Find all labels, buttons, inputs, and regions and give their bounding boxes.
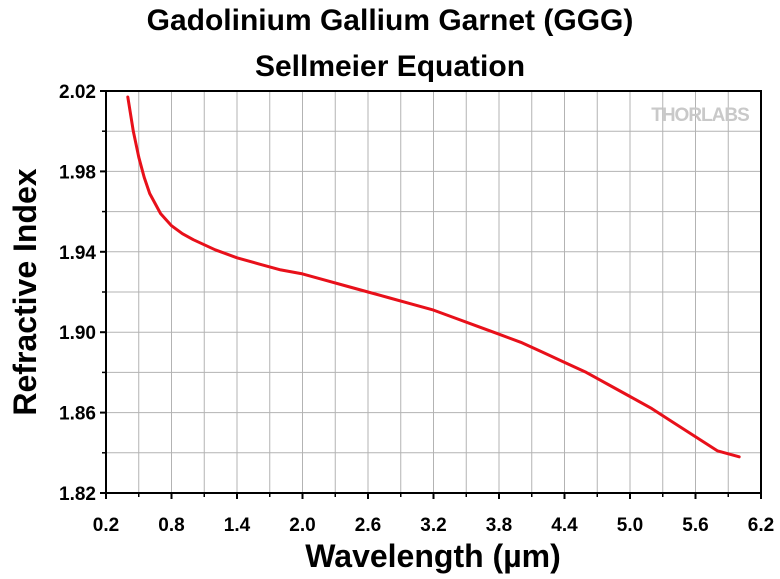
x-tick-label: 3.2: [420, 515, 446, 536]
y-tick-label: 1.86: [59, 404, 96, 425]
x-tick-label: 5.6: [682, 515, 708, 536]
axis-ticks: [100, 90, 762, 499]
y-tick-label: 1.82: [59, 484, 96, 505]
chart-subtitle: Sellmeier Equation: [254, 50, 526, 83]
y-tick-label: 1.98: [59, 162, 96, 183]
x-tick-label: 4.4: [551, 515, 578, 536]
minor-ticks: [102, 130, 729, 497]
refractive-index-curve: [126, 95, 741, 459]
y-tick-label: 1.90: [59, 323, 96, 344]
chart-title: Gadolinium Gallium Garnet (GGG): [146, 4, 634, 37]
y-tick-label: 1.94: [59, 243, 96, 264]
x-tick-label: 2.0: [289, 515, 315, 536]
thorlabs-watermark-logo: THORLABS: [651, 105, 749, 126]
x-tick-label: 0.2: [93, 515, 119, 536]
x-tick-label: 3.8: [486, 515, 512, 536]
x-tick-label: 5.0: [617, 515, 643, 536]
x-tick-label: 2.6: [355, 515, 381, 536]
y-tick-label: 2.02: [59, 82, 96, 103]
x-tick-label: 1.4: [224, 515, 251, 536]
y-axis-label: Refractive Index: [7, 168, 43, 415]
x-axis-label: Wavelength (µm): [305, 538, 560, 574]
x-tick-label: 0.8: [158, 515, 184, 536]
grid-lines: [106, 91, 761, 493]
x-tick-label: 6.2: [748, 515, 774, 536]
x-tick-labels: 0.2 0.8 1.4 2.0 2.6 3.2 3.8 4.4 5.0 5.6 6.2: [93, 515, 774, 536]
y-tick-labels: 1.82 1.86 1.90 1.94 1.98 2.02: [59, 82, 96, 505]
